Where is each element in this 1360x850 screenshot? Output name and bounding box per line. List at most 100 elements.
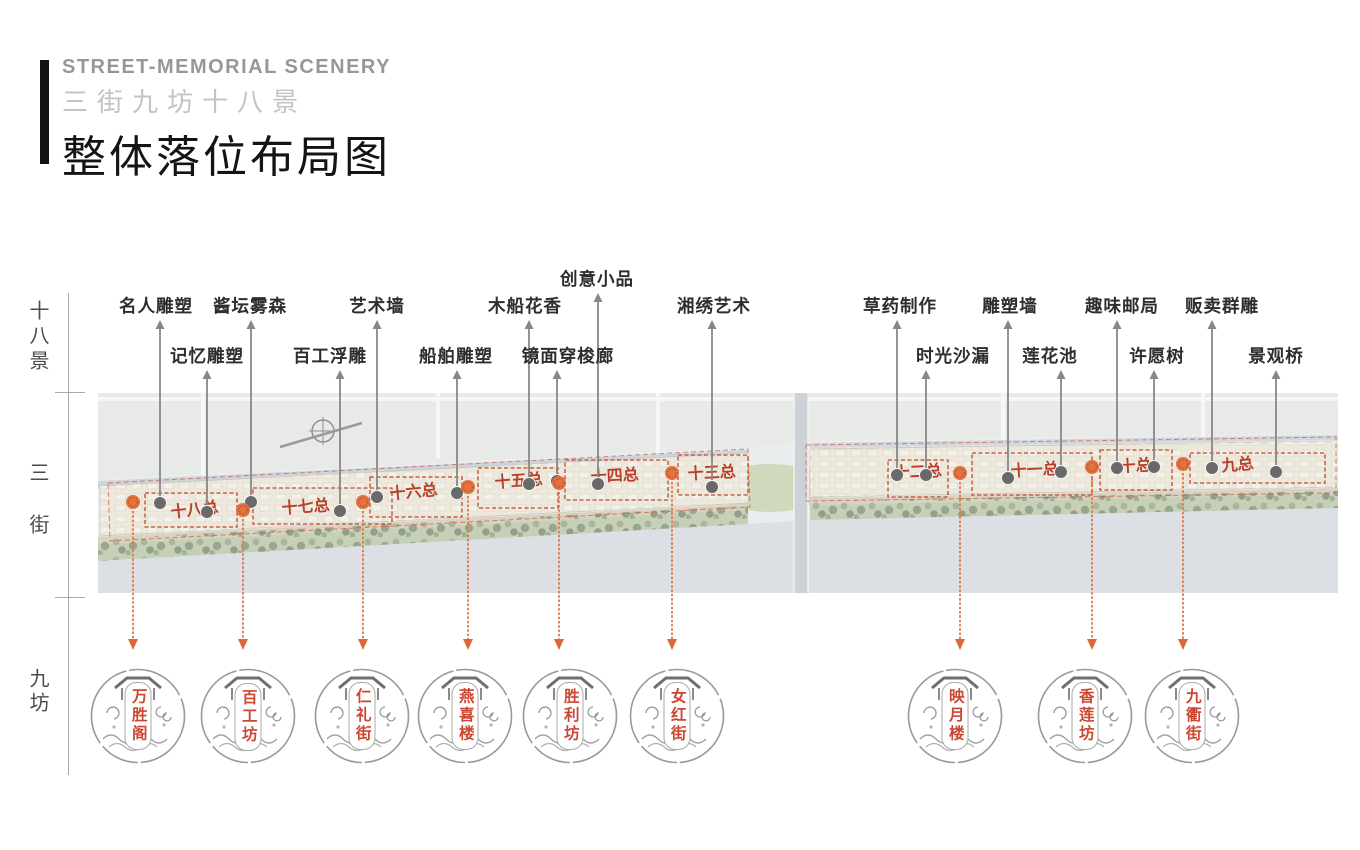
square-name-label: 九衢街 [1183, 688, 1201, 744]
district-box [677, 454, 749, 496]
scene-label: 许愿树 [1129, 346, 1185, 366]
scene-label: 百工浮雕 [293, 346, 367, 366]
arrow-up-icon [372, 320, 382, 329]
scene-label: 湘绣艺术 [677, 296, 751, 316]
scene-label: 草药制作 [863, 296, 937, 316]
scene-label: 木船花香 [488, 296, 562, 316]
arrow-down-icon [955, 639, 965, 650]
arrow-down-icon [554, 639, 564, 650]
arrow-down-icon [128, 639, 138, 650]
title-subtitle: 三街九坊十八景 [62, 88, 308, 117]
square-name-pill: 仁礼街 [348, 682, 376, 750]
arrow-up-icon [202, 370, 212, 379]
square-stamp: 映月楼 [906, 667, 1004, 765]
square-name-pill: 百工坊 [234, 683, 262, 751]
square-stamp: 仁礼街 [313, 667, 411, 765]
arrow-up-icon [1112, 320, 1122, 329]
district-box [971, 452, 1093, 496]
arrow-up-icon [524, 320, 534, 329]
square-name-label: 仁礼街 [353, 688, 371, 744]
scene-label: 镜面穿梭廊 [521, 346, 615, 366]
scene-label: 雕塑墙 [982, 296, 1038, 316]
scene-label: 贩卖群雕 [1185, 296, 1259, 316]
axis-line [68, 293, 69, 775]
arrow-up-icon [921, 370, 931, 379]
axis-tick [55, 392, 85, 393]
arrow-up-icon [335, 370, 345, 379]
district-label: 十三总 [687, 462, 736, 483]
square-name-label: 燕喜楼 [456, 688, 474, 744]
square-stamp: 女红街 [628, 667, 726, 765]
scene-label: 记忆雕塑 [170, 346, 244, 366]
district-label: 十二总 [893, 461, 942, 482]
district-label: 十六总 [389, 480, 438, 503]
district-box [1099, 449, 1173, 491]
axis-tick [55, 597, 85, 598]
square-stamp: 万胜阁 [89, 667, 187, 765]
square-name-pill: 九衢街 [1178, 682, 1206, 750]
scene-label: 时光沙漏 [916, 346, 990, 366]
arrow-down-icon [1087, 639, 1097, 650]
arrow-up-icon [707, 320, 717, 329]
district-box [1189, 452, 1326, 484]
scene-label: 酱坛雾森 [213, 296, 287, 316]
square-name-pill: 燕喜楼 [451, 682, 479, 750]
arrow-down-icon [463, 639, 473, 650]
arrow-down-icon [1178, 639, 1188, 650]
district-box [887, 459, 949, 498]
district-label: 十七总 [281, 495, 330, 517]
district-label: 十四总 [590, 465, 639, 486]
axis-label-three-streets: 三街 [26, 462, 48, 566]
square-name-label: 万胜阁 [129, 688, 147, 744]
square-stamp: 九衢街 [1143, 667, 1241, 765]
arrow-up-icon [593, 293, 603, 302]
square-name-label: 香莲坊 [1076, 688, 1094, 744]
square-stamp: 百工坊 [199, 667, 297, 765]
arrow-up-icon [452, 370, 462, 379]
square-name-pill: 香莲坊 [1071, 682, 1099, 750]
arrow-down-icon [238, 639, 248, 650]
square-name-pill: 女红街 [663, 682, 691, 750]
square-name-pill: 映月楼 [941, 682, 969, 750]
square-name-label: 女红街 [668, 688, 686, 744]
arrow-up-icon [1207, 320, 1217, 329]
arrow-up-icon [1271, 370, 1281, 379]
scene-label: 莲花池 [1022, 346, 1078, 366]
square-name-label: 胜利坊 [561, 688, 579, 744]
arrow-up-icon [155, 320, 165, 329]
square-stamp: 胜利坊 [521, 667, 619, 765]
compass-icon [279, 417, 363, 449]
arrow-down-icon [358, 639, 368, 650]
arrow-up-icon [892, 320, 902, 329]
axis-label-nine-squares: 九坊 [26, 668, 48, 716]
arrow-down-icon [667, 639, 677, 650]
district-label: 九总 [1220, 454, 1255, 476]
scene-label: 景观桥 [1248, 346, 1304, 366]
title-accent-bar [40, 60, 49, 164]
scene-label: 趣味邮局 [1085, 296, 1159, 316]
square-name-pill: 万胜阁 [124, 682, 152, 750]
arrow-up-icon [246, 320, 256, 329]
district-label: 十一总 [1010, 459, 1059, 480]
page-title: 整体落位布局图 [62, 133, 391, 182]
district-label: 十总 [1119, 455, 1152, 476]
scene-label: 名人雕塑 [119, 296, 193, 316]
title-english: STREET-MEMORIAL SCENERY [62, 56, 391, 78]
square-stamp: 燕喜楼 [416, 667, 514, 765]
arrow-up-icon [552, 370, 562, 379]
scene-label: 艺术墙 [349, 296, 405, 316]
square-name-label: 百工坊 [239, 689, 257, 745]
arrow-up-icon [1056, 370, 1066, 379]
scene-label: 船舶雕塑 [419, 346, 493, 366]
square-name-label: 映月楼 [946, 688, 964, 744]
axis-label-eighteen-scenes: 十八景 [26, 300, 48, 375]
arrow-up-icon [1003, 320, 1013, 329]
map-base [98, 393, 1338, 593]
square-stamp: 香莲坊 [1036, 667, 1134, 765]
arrow-up-icon [1149, 370, 1159, 379]
district-box [144, 492, 238, 528]
square-name-pill: 胜利坊 [556, 682, 584, 750]
scene-label: 创意小品 [560, 269, 634, 289]
